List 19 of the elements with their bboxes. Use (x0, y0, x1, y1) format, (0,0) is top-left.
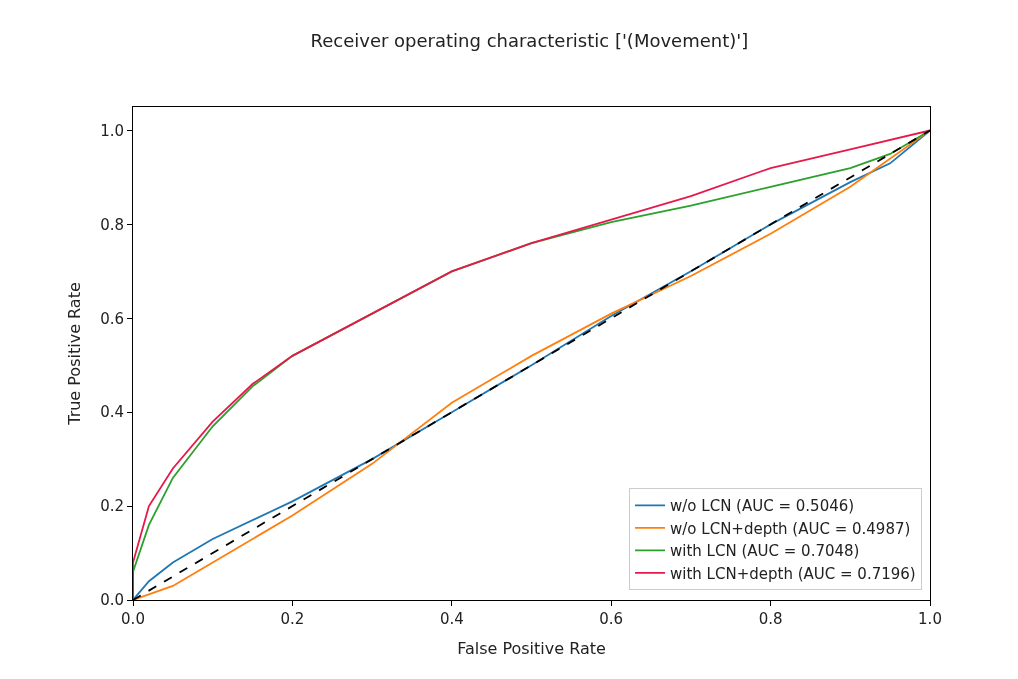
chart-title: Receiver operating characteristic ['(Movement)'] (310, 30, 749, 52)
legend-label: w/o LCN (AUC = 0.5046) (670, 497, 855, 516)
x-tick-label: 0.4 (439, 610, 464, 628)
x-axis-title: False Positive Rate (457, 638, 606, 658)
legend-label: with LCN+depth (AUC = 0.7196) (670, 564, 916, 583)
x-tick-label: 0.0 (121, 610, 145, 628)
y-tick-label: 0.2 (100, 497, 124, 516)
y-axis-title: True Positive Rate (65, 282, 85, 426)
y-tick-label: 0.0 (100, 591, 124, 610)
legend-label: with LCN (AUC = 0.7048) (670, 542, 860, 561)
y-tick-label: 0.4 (100, 403, 124, 422)
x-tick-label: 0.2 (280, 610, 305, 628)
x-tick-label: 0.6 (599, 610, 624, 628)
legend-label: w/o LCN+depth (AUC = 0.4987) (670, 519, 911, 538)
y-tick-label: 0.6 (100, 309, 124, 328)
y-tick-label: 0.8 (100, 215, 124, 234)
y-tick-label: 1.0 (100, 121, 124, 140)
x-tick-label: 0.8 (758, 610, 783, 628)
x-tick-label: 1.0 (918, 610, 942, 628)
